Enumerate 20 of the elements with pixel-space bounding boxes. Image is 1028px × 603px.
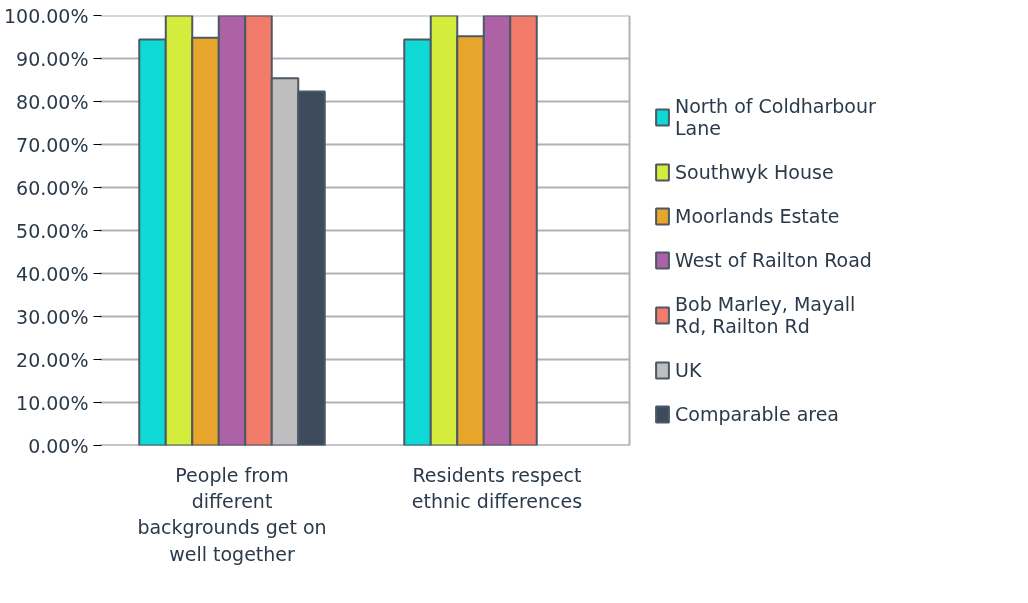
legend-label: North of Coldharbour Lane	[675, 95, 876, 139]
x-tick-label: Residents respect ethnic differences	[411, 463, 583, 512]
legend-label: West of Railton Road	[675, 249, 872, 271]
legend-label: Southwyk House	[675, 161, 834, 183]
y-tick-label: 40.00%	[16, 262, 89, 285]
legend-label: UK	[675, 359, 702, 381]
legend-label: Bob Marley, Mayall Rd, Railton Rd	[675, 293, 856, 337]
y-tick-label: 70.00%	[16, 133, 89, 156]
legend-label: Comparable area	[675, 403, 839, 425]
y-tick-label: 60.00%	[16, 176, 89, 199]
y-tick-label: 100.00%	[3, 4, 89, 27]
y-tick-label: 30.00%	[16, 305, 89, 328]
y-tick-label: 90.00%	[16, 47, 89, 70]
y-tick-label: 0.00%	[28, 434, 89, 457]
y-tick-label: 20.00%	[16, 348, 89, 371]
y-tick-label: 80.00%	[16, 90, 89, 113]
x-tick-label: People from different backgrounds get on well together	[137, 463, 327, 565]
y-tick-label: 10.00%	[16, 391, 89, 414]
legend-label: Moorlands Estate	[675, 205, 840, 227]
y-tick-label: 50.00%	[16, 219, 89, 242]
